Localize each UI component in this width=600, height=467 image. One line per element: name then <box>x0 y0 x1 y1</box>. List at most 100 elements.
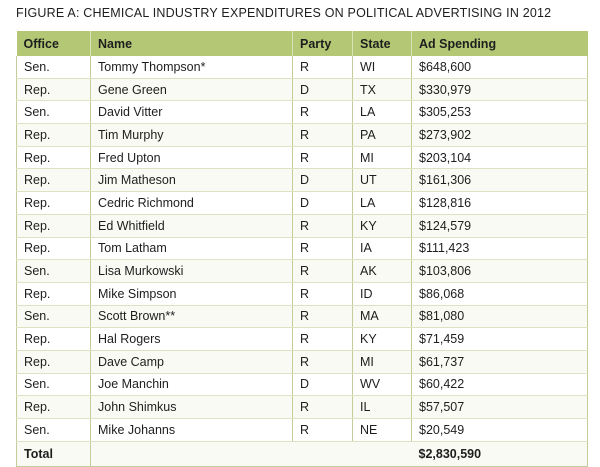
cell-state: TX <box>352 78 412 102</box>
column-header-party: Party <box>292 31 353 56</box>
cell-name: Cedric Richmond <box>90 191 293 215</box>
cell-name: Gene Green <box>90 78 293 102</box>
cell-name: Mike Simpson <box>90 282 293 306</box>
cell-office: Rep. <box>16 327 91 351</box>
cell-name: Scott Brown** <box>90 305 293 329</box>
cell-party: R <box>292 100 353 125</box>
table-row: Rep. Fred Upton R MI $203,104 <box>16 146 588 170</box>
figure-title: FIGURE A: CHEMICAL INDUSTRY EXPENDITURES… <box>16 6 552 20</box>
cell-ad-spending: $60,422 <box>411 373 588 397</box>
cell-state: IL <box>352 395 412 419</box>
cell-ad-spending: $81,080 <box>411 305 588 329</box>
cell-name: Jim Matheson <box>90 168 293 193</box>
cell-ad-spending: $203,104 <box>411 146 588 170</box>
cell-ad-spending: $648,600 <box>411 56 588 79</box>
cell-office: Sen. <box>16 373 91 397</box>
cell-ad-spending: $103,806 <box>411 259 588 283</box>
column-header-office: Office <box>16 31 91 56</box>
table-row: Sen. David Vitter R LA $305,253 <box>16 100 588 125</box>
cell-state: MI <box>352 146 412 170</box>
cell-office: Sen. <box>16 305 91 329</box>
cell-state: WV <box>352 373 412 397</box>
cell-name: Hal Rogers <box>90 327 293 351</box>
table-row: Sen. Scott Brown** R MA $81,080 <box>16 305 588 329</box>
cell-office: Sen. <box>16 56 91 79</box>
cell-party: D <box>292 191 353 215</box>
cell-ad-spending: $71,459 <box>411 327 588 351</box>
cell-party: R <box>292 395 353 419</box>
table-row: Sen. Lisa Murkowski R AK $103,806 <box>16 259 588 283</box>
cell-office: Rep. <box>16 123 91 147</box>
cell-state: AK <box>352 259 412 283</box>
cell-party: R <box>292 350 353 374</box>
cell-ad-spending: $86,068 <box>411 282 588 306</box>
cell-state: PA <box>352 123 412 147</box>
cell-name: Tim Murphy <box>90 123 293 147</box>
cell-office: Rep. <box>16 146 91 170</box>
cell-state: UT <box>352 168 412 193</box>
cell-office: Rep. <box>16 214 91 238</box>
column-header-ad-spending: Ad Spending <box>411 31 588 56</box>
cell-name: Joe Manchin <box>90 373 293 397</box>
cell-name: Tommy Thompson* <box>90 56 293 79</box>
cell-state: KY <box>352 327 412 351</box>
cell-state: MI <box>352 350 412 374</box>
cell-state: LA <box>352 191 412 215</box>
cell-state: IA <box>352 237 412 261</box>
column-header-name: Name <box>90 31 293 56</box>
table-row: Rep. Mike Simpson R ID $86,068 <box>16 282 588 306</box>
cell-ad-spending: $124,579 <box>411 214 588 238</box>
cell-office: Rep. <box>16 350 91 374</box>
cell-party: R <box>292 418 353 442</box>
cell-office: Sen. <box>16 100 91 125</box>
cell-party: R <box>292 282 353 306</box>
column-header-state: State <box>352 31 412 56</box>
cell-ad-spending: $57,507 <box>411 395 588 419</box>
table-row: Rep. Cedric Richmond D LA $128,816 <box>16 191 588 215</box>
cell-party: R <box>292 259 353 283</box>
cell-state: NE <box>352 418 412 442</box>
cell-party: R <box>292 146 353 170</box>
table-row: Rep. Gene Green D TX $330,979 <box>16 78 588 102</box>
table-row: Rep. Jim Matheson D UT $161,306 <box>16 168 588 193</box>
cell-name: Ed Whitfield <box>90 214 293 238</box>
cell-party: R <box>292 305 353 329</box>
cell-name: Dave Camp <box>90 350 293 374</box>
table-row: Rep. John Shimkus R IL $57,507 <box>16 395 588 419</box>
cell-office: Sen. <box>16 259 91 283</box>
cell-ad-spending: $161,306 <box>411 168 588 193</box>
cell-ad-spending: $20,549 <box>411 418 588 442</box>
table-row: Sen. Tommy Thompson* R WI $648,600 <box>16 56 588 79</box>
cell-name: David Vitter <box>90 100 293 125</box>
figure: FIGURE A: CHEMICAL INDUSTRY EXPENDITURES… <box>16 6 588 467</box>
table-row: Sen. Joe Manchin D WV $60,422 <box>16 373 588 397</box>
cell-ad-spending: $330,979 <box>411 78 588 102</box>
cell-name: Mike Johanns <box>90 418 293 442</box>
cell-ad-spending: $305,253 <box>411 100 588 125</box>
cell-ad-spending: $273,902 <box>411 123 588 147</box>
cell-office: Sen. <box>16 418 91 442</box>
cell-party: R <box>292 56 353 79</box>
cell-name: Tom Latham <box>90 237 293 261</box>
cell-ad-spending: $111,423 <box>411 237 588 261</box>
cell-office: Rep. <box>16 395 91 419</box>
cell-party: D <box>292 168 353 193</box>
table-row: Sen. Mike Johanns R NE $20,549 <box>16 418 588 442</box>
table-row: Rep. Hal Rogers R KY $71,459 <box>16 327 588 351</box>
cell-name: Fred Upton <box>90 146 293 170</box>
cell-office: Rep. <box>16 237 91 261</box>
cell-state: MA <box>352 305 412 329</box>
cell-office: Rep. <box>16 282 91 306</box>
cell-party: R <box>292 123 353 147</box>
cell-office: Rep. <box>16 191 91 215</box>
cell-office: Rep. <box>16 78 91 102</box>
cell-party: R <box>292 327 353 351</box>
table-row: Rep. Dave Camp R MI $61,737 <box>16 350 588 374</box>
cell-name: John Shimkus <box>90 395 293 419</box>
cell-ad-spending: $61,737 <box>411 350 588 374</box>
cell-office: Rep. <box>16 168 91 193</box>
cell-state: WI <box>352 56 412 79</box>
table-row: Rep. Ed Whitfield R KY $124,579 <box>16 214 588 238</box>
cell-party: D <box>292 373 353 397</box>
cell-party: D <box>292 78 353 102</box>
